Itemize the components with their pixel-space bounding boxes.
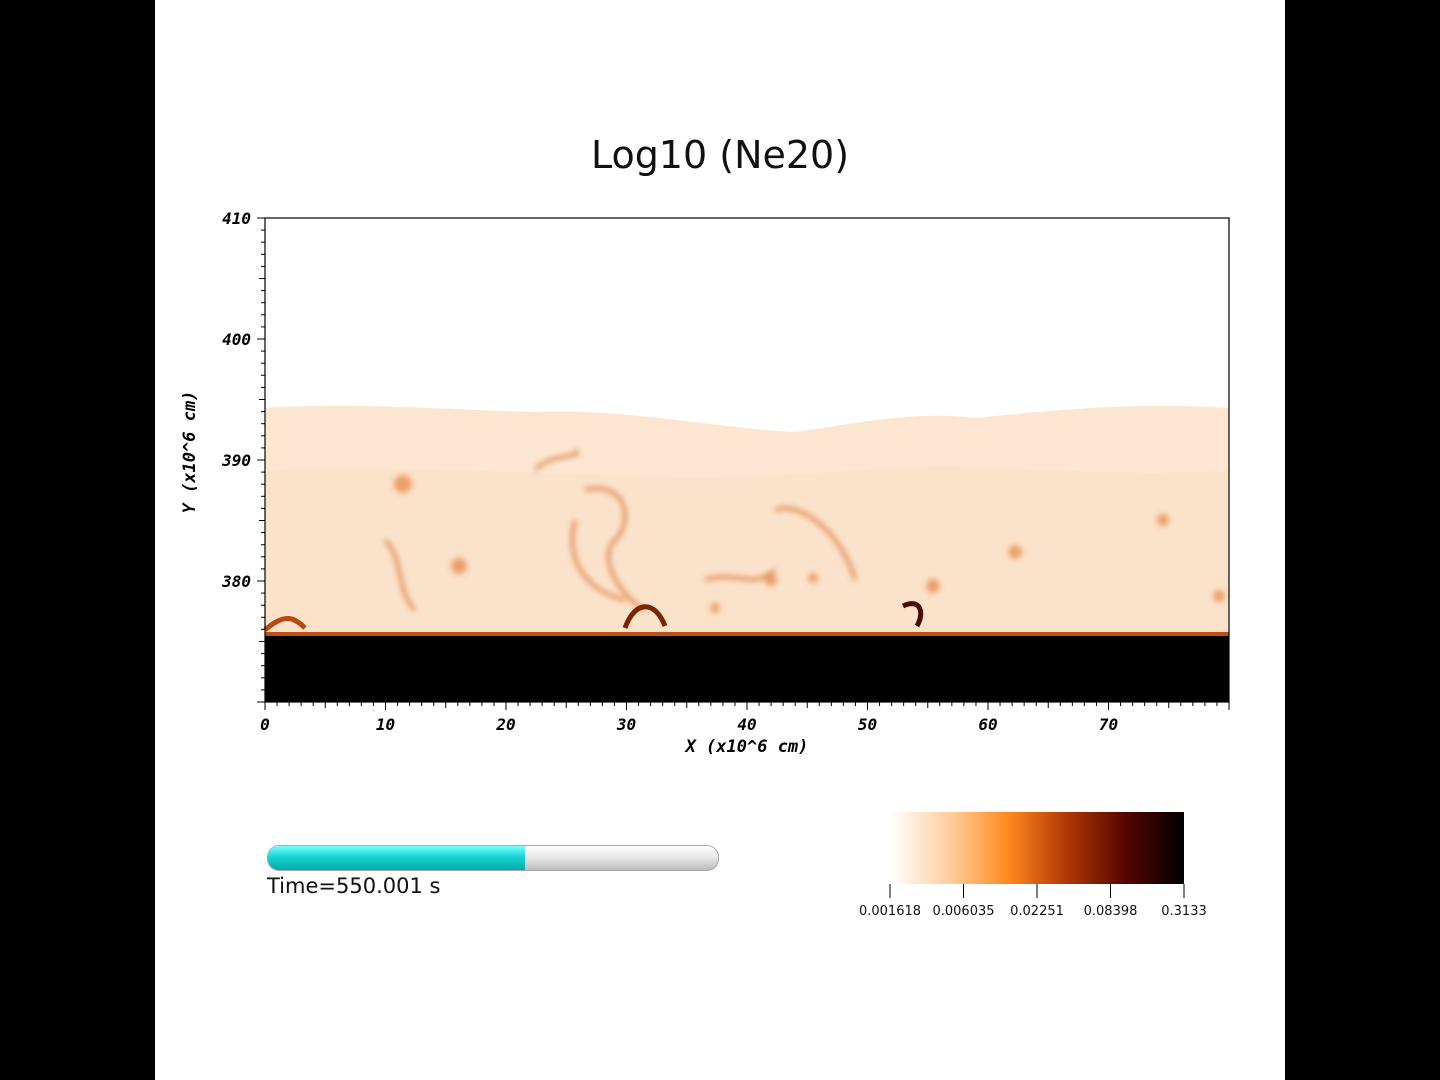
y-axis-label: Y (x10^6 cm) <box>180 391 200 514</box>
time-progress-bar <box>267 845 719 871</box>
y-axis-ticks <box>257 217 265 703</box>
colorbar-ticks <box>889 884 1185 898</box>
colorbar <box>890 812 1184 884</box>
y-tick-label: 410 <box>222 209 251 228</box>
colorbar-tick-label: 0.3133 <box>1161 904 1207 919</box>
y-axis-tick-labels: 380 390 400 410 <box>221 209 251 591</box>
x-tick-label: 70 <box>1099 715 1118 734</box>
plot-area: 0 10 20 30 40 50 60 70 380 390 400 410 X (x10^6 cm… <box>180 209 1230 898</box>
colorbar-tick-label: 0.08398 <box>1083 904 1138 919</box>
plot-title: Log10 (Ne20) <box>590 133 850 177</box>
visualization-canvas: Log10 (Ne20) <box>155 0 1285 1080</box>
x-tick-label: 40 <box>737 715 756 734</box>
y-tick-label: 380 <box>221 572 251 591</box>
x-axis-label: X (x10^6 cm) <box>684 737 809 757</box>
colorbar-tick-label: 0.006035 <box>932 904 995 919</box>
x-axis-ticks <box>264 702 1230 710</box>
x-tick-label: 20 <box>495 715 515 734</box>
time-label: Time=550.001 s <box>267 874 441 898</box>
x-tick-label: 0 <box>260 715 270 734</box>
colorbar-tick-label: 0.001618 <box>858 904 922 919</box>
y-tick-label: 400 <box>222 330 251 349</box>
y-tick-label: 390 <box>221 451 251 470</box>
x-axis-tick-labels: 0 10 20 30 40 50 60 70 <box>260 715 1118 734</box>
time-progress-fill <box>268 846 525 870</box>
x-tick-label: 30 <box>616 715 636 734</box>
x-tick-label: 50 <box>858 715 877 734</box>
x-tick-label: 60 <box>978 715 997 734</box>
colorbar-tick-label: 0.02251 <box>1010 904 1064 919</box>
x-tick-label: 10 <box>376 715 395 734</box>
density-field-image <box>263 218 1229 702</box>
